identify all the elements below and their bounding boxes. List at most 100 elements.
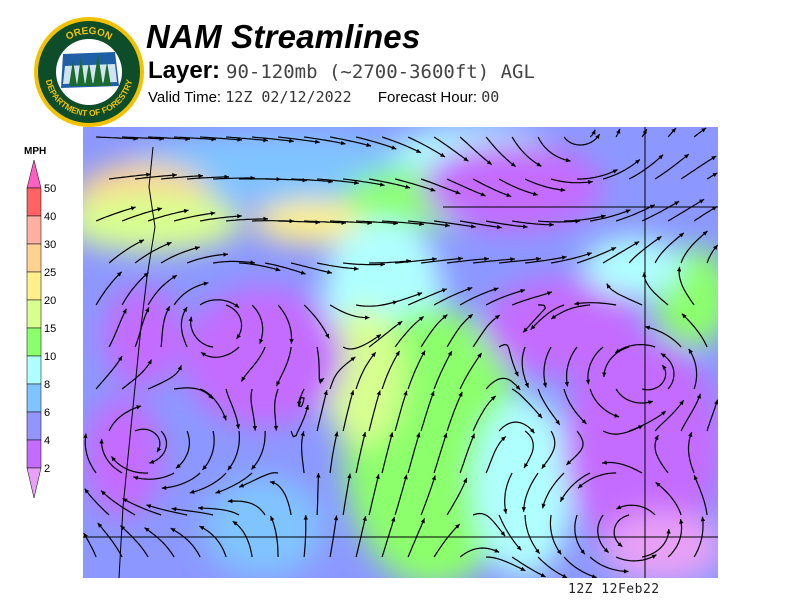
streamline-arrowhead	[458, 391, 463, 397]
legend-label: 30	[44, 239, 56, 251]
streamline-arrowhead	[506, 192, 512, 197]
layer-info: Layer: 90-120mb (~2700-3600ft) AGL	[148, 57, 535, 85]
streamline-arrowhead	[649, 204, 655, 209]
streamline	[420, 475, 436, 516]
streamline	[147, 209, 189, 222]
streamline	[641, 528, 670, 558]
streamline	[433, 432, 448, 474]
streamline	[407, 136, 446, 158]
streamline	[144, 527, 175, 558]
streamline-arrowhead	[556, 549, 562, 555]
forecast-hour-label: Forecast Hour:	[377, 89, 478, 106]
streamline-arrowhead	[565, 158, 571, 163]
legend-swatch	[26, 187, 42, 217]
streamline	[290, 404, 309, 438]
streamline-arrowhead	[250, 260, 255, 265]
streamline-arrowhead	[616, 128, 621, 134]
streamline	[275, 346, 292, 387]
streamline-arrowhead	[172, 173, 177, 178]
streamline	[550, 178, 593, 184]
streamline-arrowhead	[674, 201, 680, 206]
layer-label: Layer:	[148, 57, 221, 84]
streamline-arrowhead	[222, 415, 227, 421]
streamline	[108, 239, 145, 264]
streamline-arrowhead	[199, 526, 205, 531]
streamline-arrowhead	[177, 365, 182, 371]
streamline	[240, 346, 266, 382]
streamline-arrowhead	[560, 187, 566, 192]
streamline-arrowhead	[529, 428, 535, 434]
streamline-arrowhead	[130, 206, 136, 211]
streamline	[264, 262, 306, 275]
streamline-arrowhead	[101, 490, 106, 496]
streamline	[511, 388, 543, 419]
streamline-arrowhead	[696, 393, 701, 399]
streamline	[146, 504, 188, 516]
legend-swatch	[26, 383, 42, 413]
legend-label: 8	[44, 379, 50, 391]
streamline-arrowhead	[679, 400, 684, 406]
streamline-arrowhead	[535, 548, 540, 554]
streamline	[303, 304, 330, 339]
streamline-arrowhead	[144, 527, 150, 533]
streamline	[485, 289, 526, 306]
streamline	[199, 388, 227, 421]
streamline	[278, 220, 321, 224]
streamline	[316, 262, 359, 270]
streamline-arrowhead	[648, 400, 653, 405]
streamline-arrowhead	[416, 432, 421, 438]
streamline	[678, 266, 695, 306]
legend-swatch	[26, 243, 42, 273]
streamline	[226, 218, 268, 222]
streamline-arrowhead	[600, 214, 606, 219]
streamline	[95, 206, 136, 222]
streamline-arrowhead	[198, 173, 203, 179]
streamline	[180, 306, 188, 348]
streamline	[615, 204, 656, 222]
streamline-arrowhead	[470, 224, 476, 229]
streamline	[174, 136, 217, 141]
streamline	[252, 136, 294, 142]
streamline-arrowhead	[347, 473, 352, 479]
streamline-arrowhead	[490, 396, 496, 401]
streamline	[565, 430, 584, 466]
streamline	[394, 316, 425, 348]
streamline-arrowhead	[340, 140, 346, 146]
streamline-arrowhead	[319, 378, 325, 383]
streamline-arrowhead	[602, 372, 607, 378]
streamline	[355, 431, 366, 474]
streamline	[111, 456, 149, 474]
streamline	[485, 435, 507, 474]
streamline-arrowhead	[623, 569, 629, 574]
legend-swatch	[26, 271, 42, 301]
streamline-arrowhead	[215, 489, 221, 494]
streamline-arrowhead	[350, 390, 355, 396]
streamline-arrowhead	[681, 313, 687, 319]
streamline-arrowhead	[515, 385, 521, 390]
legend-label: 40	[44, 211, 56, 223]
streamline	[541, 430, 556, 470]
streamline	[202, 430, 215, 471]
streamline	[563, 388, 587, 425]
legend-unit: MPH	[24, 146, 47, 157]
streamline-arrowhead	[699, 199, 705, 204]
streamline-arrowhead	[530, 324, 536, 330]
legend-label: 10	[44, 351, 56, 363]
streamline-arrowhead	[276, 381, 281, 387]
streamline	[654, 232, 685, 264]
streamline-arrowhead	[642, 272, 647, 277]
legend-label: 50	[44, 183, 56, 195]
streamline-arrowhead	[364, 315, 370, 320]
streamline-arrowhead	[679, 519, 684, 524]
valid-time-info: Valid Time: 12Z 02/12/2022 Forecast Hour…	[148, 88, 499, 106]
streamline-arrowhead	[516, 545, 522, 551]
streamline-arrowhead	[574, 301, 580, 306]
streamline-arrowhead	[671, 127, 676, 133]
streamline-arrowhead	[120, 525, 126, 531]
streamline-map[interactable]	[83, 127, 718, 578]
legend-label: 20	[44, 295, 56, 307]
streamline	[329, 431, 338, 474]
streamline-arrowhead	[486, 160, 492, 165]
streamline-arrowhead	[642, 129, 647, 135]
streamline	[251, 304, 264, 344]
